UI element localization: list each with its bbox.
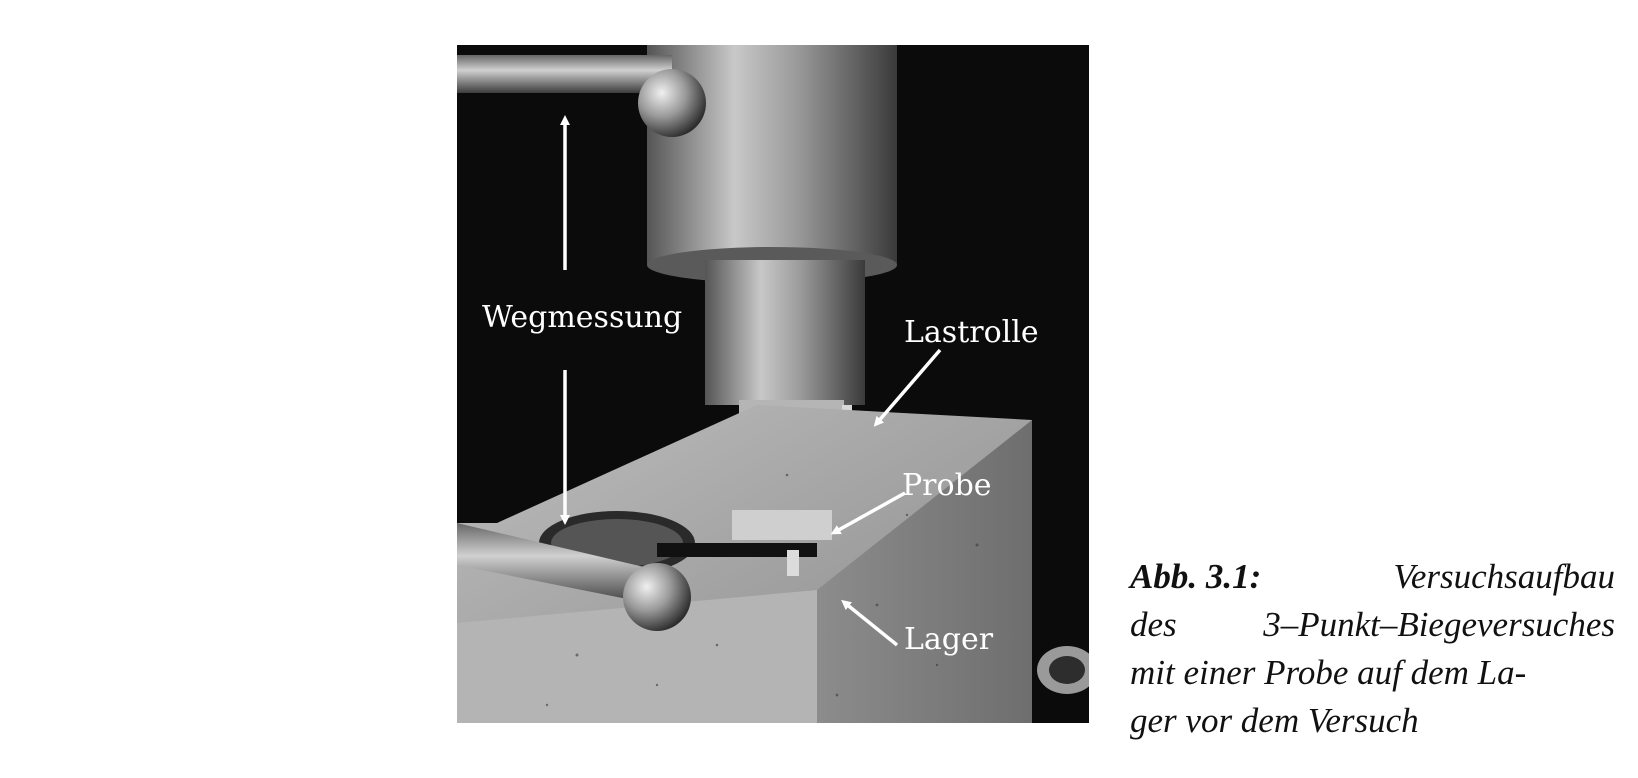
caption-label: Abb. 3.1: xyxy=(1130,557,1262,596)
caption-line-1-text: Versuchsaufbau xyxy=(1393,557,1615,596)
caption-line-4: ger vor dem Versuch xyxy=(1130,701,1419,740)
caption-line-3: mit einer Probe auf dem La- xyxy=(1130,653,1527,692)
caption-line-2-word-2: 3–Punkt–Biegeversuches xyxy=(1263,605,1615,644)
caption-line-2: des 3–Punkt–Biegeversuches xyxy=(1130,601,1615,649)
label-probe: Probe xyxy=(902,468,992,503)
caption-line-2-word-1: des xyxy=(1130,605,1177,644)
figure-caption: Abb. 3.1: Versuchsaufbau des 3–Punkt–Bie… xyxy=(1130,553,1615,745)
caption-line-1: Abb. 3.1: Versuchsaufbau xyxy=(1130,553,1615,601)
label-lastrolle: Lastrolle xyxy=(904,315,1039,350)
label-wegmessung: Wegmessung xyxy=(482,300,682,335)
label-lager: Lager xyxy=(904,622,994,657)
figure-photo: Wegmessung Lastrolle Probe Lager xyxy=(457,45,1089,723)
